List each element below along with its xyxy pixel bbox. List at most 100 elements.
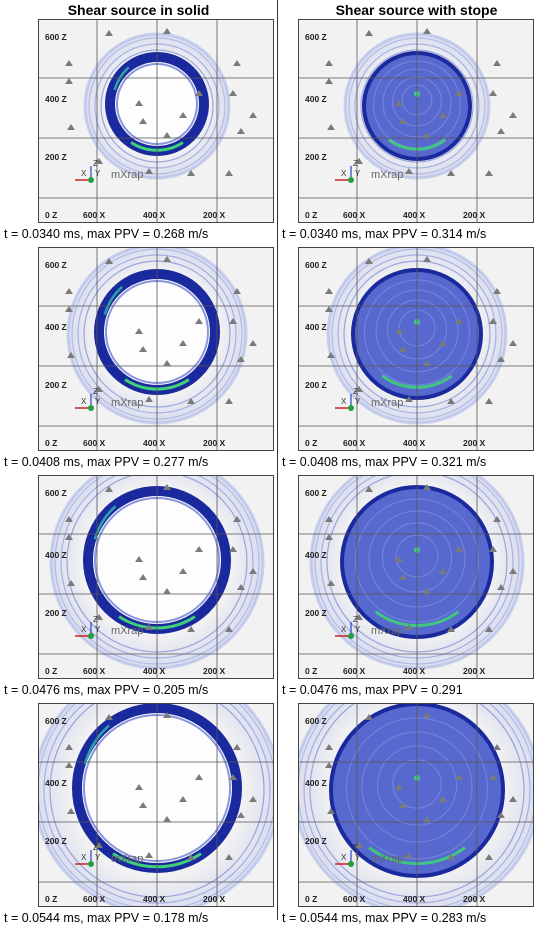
sensor-marker — [195, 546, 203, 552]
sensor-marker — [135, 784, 143, 790]
sensor-marker — [395, 556, 403, 562]
z-axis-label: 200 Z — [305, 152, 327, 162]
sensor-marker — [187, 170, 195, 176]
wavefield-plot: 600 Z 400 Z 200 Z 0 Z 600 X 400 X 200 X mXrap ZX… — [299, 20, 533, 222]
panel-caption: t = 0.0476 ms, max PPV = 0.291 — [282, 683, 463, 697]
sensor-marker — [67, 580, 75, 586]
sensor-marker — [395, 784, 403, 790]
x-axis-label: 400 X — [143, 666, 166, 676]
sensor-marker — [399, 574, 407, 580]
ppv-panel-stope-3: 600 Z 400 Z 200 Z 0 Z 600 X 400 X 200 X mXrap Z X… — [298, 475, 534, 679]
x-axis-label: 400 X — [403, 894, 426, 904]
sensor-marker — [509, 340, 517, 346]
axis-triad: ZX Y — [75, 615, 101, 639]
z-axis-label: 0 Z — [305, 438, 317, 448]
sensor-marker — [493, 744, 501, 750]
sensor-marker — [145, 168, 153, 174]
z-axis-label: 200 Z — [305, 608, 327, 618]
sensor-marker — [423, 256, 431, 262]
column-title-stope: Shear source with stope — [335, 2, 498, 18]
ppv-panel-solid-2: 600 Z 400 Z 200 Z 0 Z 600 X 400 X 200 X mXrap Z X… — [38, 247, 274, 451]
sensor-marker — [439, 112, 447, 118]
sensor-marker — [365, 30, 373, 36]
sensor-marker — [447, 398, 455, 404]
high-ppv-zone — [93, 505, 117, 540]
ppv-panel-solid-3: 600 Z 400 Z 200 Z 0 Z 600 X 400 X 200 X mXrap Z X… — [38, 475, 274, 679]
svg-text:Y: Y — [95, 397, 101, 406]
sensor-marker — [195, 318, 203, 324]
sensor-marker — [249, 796, 257, 802]
x-axis-label: 200 X — [203, 210, 226, 220]
axis-triad: ZX Y — [335, 387, 361, 411]
sensor-marker — [455, 774, 463, 780]
x-axis-label: 200 X — [203, 438, 226, 448]
sensor-marker — [327, 808, 335, 814]
sensor-marker — [489, 774, 497, 780]
mxrap-watermark: mXrap — [111, 397, 143, 409]
sensor-marker — [225, 854, 233, 860]
wavefield-plot: 600 Z 400 Z 200 Z 0 Z 600 X 400 X 200 X mXrap ZX… — [299, 704, 533, 906]
x-axis-label: 200 X — [203, 666, 226, 676]
sensor-marker — [489, 90, 497, 96]
panel-caption: t = 0.0544 ms, max PPV = 0.178 m/s — [4, 911, 209, 925]
sensor-marker — [163, 712, 171, 718]
sensor-marker — [105, 258, 113, 264]
wavefield-plot: 600 Z 400 Z 200 Z 0 Z 600 X 400 X 200 X mXrap ZX… — [39, 476, 273, 678]
x-axis-label: 600 X — [343, 438, 366, 448]
x-axis-label: 200 X — [203, 894, 226, 904]
sensor-marker — [179, 796, 187, 802]
sensor-marker — [325, 60, 333, 66]
sensor-marker — [447, 626, 455, 632]
wavefield-plot: 600 Z 400 Z 200 Z 0 Z 600 X 400 X 200 X mXrap ZX… — [39, 704, 273, 906]
sensor-marker — [455, 90, 463, 96]
z-axis-label: 400 Z — [305, 94, 327, 104]
x-axis-label: 400 X — [403, 666, 426, 676]
sensor-marker — [145, 852, 153, 858]
sensor-marker — [325, 306, 333, 312]
z-axis-label: 200 Z — [305, 380, 327, 390]
sensor-marker — [327, 352, 335, 358]
sensor-marker — [65, 60, 73, 66]
x-axis-label: 200 X — [463, 210, 486, 220]
x-axis-label: 200 X — [463, 438, 486, 448]
z-axis-label: 400 Z — [305, 550, 327, 560]
sensor-marker — [423, 588, 431, 594]
sensor-marker — [493, 516, 501, 522]
sensor-marker — [65, 78, 73, 84]
x-axis-label: 200 X — [463, 666, 486, 676]
sensor-marker — [485, 626, 493, 632]
ppv-panel-solid-4: 600 Z 400 Z 200 Z 0 Z 600 X 400 X 200 X mXrap Z X… — [38, 703, 274, 907]
sensor-marker — [233, 744, 241, 750]
sensor-marker — [65, 762, 73, 768]
sensor-marker — [187, 398, 195, 404]
ppv-panel-stope-2: 600 Z 400 Z 200 Z 0 Z 600 X 400 X 200 X mXrap Z X… — [298, 247, 534, 451]
sensor-marker — [139, 574, 147, 580]
sensor-marker — [493, 288, 501, 294]
axis-triad: ZX Y — [335, 615, 361, 639]
sensor-marker — [163, 484, 171, 490]
z-axis-label: 0 Z — [305, 666, 317, 676]
sensor-marker — [365, 714, 373, 720]
svg-text:Y: Y — [95, 169, 101, 178]
sensor-marker — [485, 398, 493, 404]
sensor-marker — [447, 170, 455, 176]
panel-caption: t = 0.0408 ms, max PPV = 0.321 m/s — [282, 455, 487, 469]
z-axis-label: 200 Z — [45, 836, 67, 846]
z-axis-label: 600 Z — [45, 488, 67, 498]
sensor-marker — [95, 614, 103, 620]
sensor-marker — [105, 486, 113, 492]
panel-caption: t = 0.0476 ms, max PPV = 0.205 m/s — [4, 683, 209, 697]
z-axis-label: 400 Z — [45, 94, 67, 104]
z-axis-label: 200 Z — [305, 836, 327, 846]
svg-text:Z: Z — [93, 159, 98, 168]
sensor-marker — [325, 762, 333, 768]
sensor-marker — [65, 516, 73, 522]
z-axis-label: 200 Z — [45, 380, 67, 390]
sensor-marker — [399, 346, 407, 352]
svg-text:Y: Y — [355, 397, 361, 406]
sensor-marker — [139, 118, 147, 124]
z-axis-label: 0 Z — [45, 210, 57, 220]
x-axis-label: 200 X — [463, 894, 486, 904]
svg-text:X: X — [81, 169, 87, 178]
x-axis-label: 400 X — [403, 210, 426, 220]
